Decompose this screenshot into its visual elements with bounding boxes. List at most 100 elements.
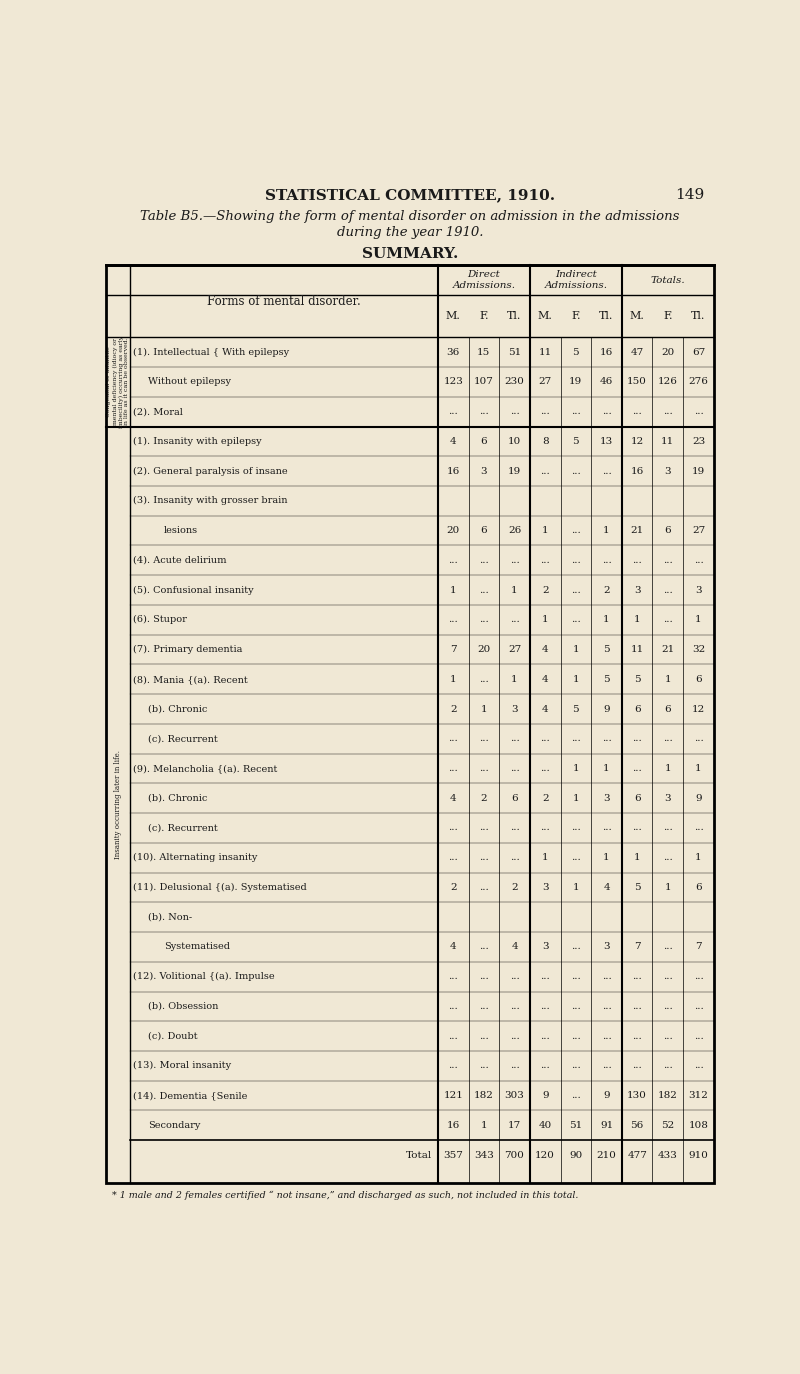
Text: 1: 1 <box>603 526 610 534</box>
Text: 19: 19 <box>570 378 582 386</box>
Text: ...: ... <box>448 823 458 833</box>
Text: 5: 5 <box>603 675 610 684</box>
Text: ...: ... <box>632 823 642 833</box>
Text: M.: M. <box>630 311 645 322</box>
Text: lesions: lesions <box>164 526 198 534</box>
Text: (2). Moral: (2). Moral <box>133 407 182 416</box>
Text: 2: 2 <box>481 794 487 802</box>
Text: 32: 32 <box>692 644 705 654</box>
Text: ...: ... <box>479 823 489 833</box>
Text: 40: 40 <box>538 1121 552 1129</box>
Text: 11: 11 <box>538 348 552 357</box>
Text: ...: ... <box>632 407 642 416</box>
Text: 6: 6 <box>481 437 487 447</box>
Text: F.: F. <box>571 311 581 322</box>
Text: ...: ... <box>510 616 519 624</box>
Text: 1: 1 <box>511 585 518 595</box>
Text: 11: 11 <box>661 437 674 447</box>
Text: 433: 433 <box>658 1150 678 1160</box>
Text: 2: 2 <box>603 585 610 595</box>
Text: 1: 1 <box>511 675 518 684</box>
Text: 10: 10 <box>508 437 521 447</box>
Text: Congenital or infantile
mental deficiency (idiocy or
imbecility) occurring as ea: Congenital or infantile mental deficienc… <box>106 335 130 427</box>
Text: 4: 4 <box>511 943 518 951</box>
Text: (1). Intellectual { With epilepsy: (1). Intellectual { With epilepsy <box>133 348 289 357</box>
Text: ...: ... <box>510 556 519 565</box>
Text: ...: ... <box>571 943 581 951</box>
Text: ...: ... <box>632 1061 642 1070</box>
Text: 20: 20 <box>478 644 490 654</box>
Text: 1: 1 <box>695 616 702 624</box>
Text: 56: 56 <box>630 1121 644 1129</box>
Text: ...: ... <box>510 764 519 774</box>
Text: 51: 51 <box>508 348 521 357</box>
Text: 182: 182 <box>474 1091 494 1101</box>
Text: 149: 149 <box>675 188 705 202</box>
Text: 47: 47 <box>630 348 644 357</box>
Text: 26: 26 <box>508 526 521 534</box>
Text: 1: 1 <box>542 616 549 624</box>
Text: 1: 1 <box>481 1121 487 1129</box>
Text: ...: ... <box>510 853 519 863</box>
Text: 1: 1 <box>481 705 487 713</box>
Text: ...: ... <box>540 467 550 475</box>
Text: ...: ... <box>540 407 550 416</box>
Text: (2). General paralysis of insane: (2). General paralysis of insane <box>133 467 287 475</box>
Text: ...: ... <box>571 1061 581 1070</box>
Text: ...: ... <box>602 407 611 416</box>
Text: 12: 12 <box>692 705 705 713</box>
Text: ...: ... <box>663 585 673 595</box>
Text: 6: 6 <box>695 675 702 684</box>
Text: Table B5.—Showing the form of mental disorder on admission in the admissions: Table B5.—Showing the form of mental dis… <box>140 210 680 224</box>
Text: ...: ... <box>448 1002 458 1011</box>
Text: 27: 27 <box>508 644 521 654</box>
Text: Insanity occurring later in life.: Insanity occurring later in life. <box>114 750 122 859</box>
Text: 1: 1 <box>603 616 610 624</box>
Text: 16: 16 <box>446 467 460 475</box>
Text: (b). Chronic: (b). Chronic <box>148 705 208 713</box>
Text: (c). Recurrent: (c). Recurrent <box>148 823 218 833</box>
Text: ...: ... <box>571 853 581 863</box>
Text: ...: ... <box>479 734 489 743</box>
Text: (13). Moral insanity: (13). Moral insanity <box>133 1061 231 1070</box>
Text: ...: ... <box>479 585 489 595</box>
Text: 2: 2 <box>450 883 457 892</box>
Text: ...: ... <box>448 734 458 743</box>
Text: ...: ... <box>632 1032 642 1040</box>
Text: 19: 19 <box>508 467 521 475</box>
Text: ...: ... <box>448 1032 458 1040</box>
Text: 17: 17 <box>508 1121 521 1129</box>
Text: 150: 150 <box>627 378 647 386</box>
Text: 3: 3 <box>542 943 549 951</box>
Text: 121: 121 <box>443 1091 463 1101</box>
Text: during the year 1910.: during the year 1910. <box>337 227 483 239</box>
Text: 2: 2 <box>542 794 549 802</box>
Text: ...: ... <box>602 973 611 981</box>
Text: ...: ... <box>602 467 611 475</box>
Text: ...: ... <box>632 734 642 743</box>
Text: ...: ... <box>663 734 673 743</box>
Text: ...: ... <box>602 1002 611 1011</box>
Text: ...: ... <box>540 1061 550 1070</box>
Text: ...: ... <box>540 823 550 833</box>
Text: 3: 3 <box>634 585 641 595</box>
Text: Indirect
Admissions.: Indirect Admissions. <box>544 271 607 290</box>
Text: 910: 910 <box>689 1150 709 1160</box>
Text: 2: 2 <box>542 585 549 595</box>
Text: 130: 130 <box>627 1091 647 1101</box>
Text: ...: ... <box>448 973 458 981</box>
Text: 4: 4 <box>542 644 549 654</box>
Text: Totals.: Totals. <box>650 276 685 284</box>
Text: 230: 230 <box>505 378 525 386</box>
Text: ...: ... <box>571 1091 581 1101</box>
Text: (b). Chronic: (b). Chronic <box>148 794 208 802</box>
Text: 6: 6 <box>665 526 671 534</box>
Text: SUMMARY.: SUMMARY. <box>362 247 458 261</box>
Text: (4). Acute delirium: (4). Acute delirium <box>133 556 226 565</box>
Text: 3: 3 <box>695 585 702 595</box>
Text: (b). Obsession: (b). Obsession <box>148 1002 218 1011</box>
Text: Tl.: Tl. <box>507 311 522 322</box>
Text: 5: 5 <box>634 675 641 684</box>
Text: 343: 343 <box>474 1150 494 1160</box>
Text: ...: ... <box>694 407 703 416</box>
